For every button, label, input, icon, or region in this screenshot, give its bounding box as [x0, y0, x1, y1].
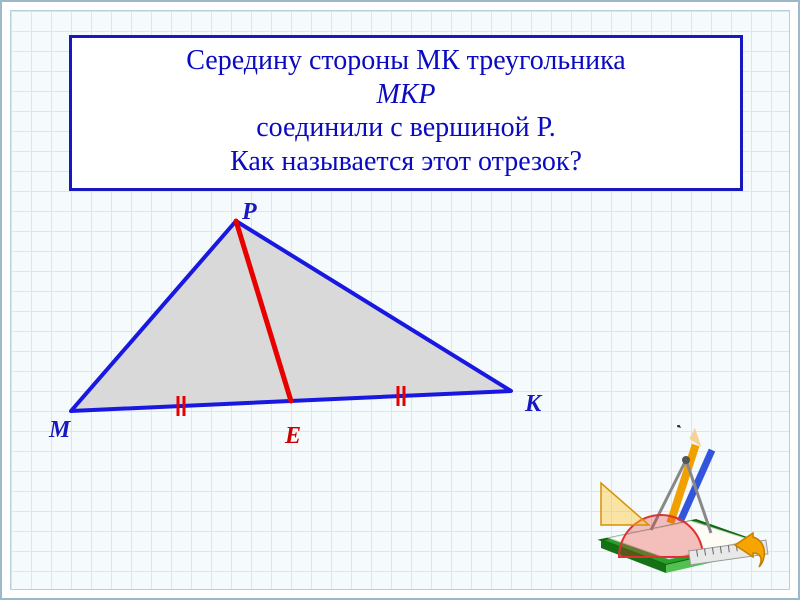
- vertex-label-E: Е: [285, 423, 301, 450]
- question-line-4: Как называется этот отрезок?: [82, 145, 730, 179]
- vertex-label-P: Р: [242, 199, 257, 226]
- vertex-label-M: М: [49, 417, 70, 444]
- return-arrow-icon: [735, 533, 764, 567]
- nav-return-button[interactable]: [723, 531, 767, 571]
- set-square-icon: [601, 483, 649, 525]
- question-box: Середину стороны МК треугольника МКР сое…: [69, 35, 743, 191]
- vertex-label-K: К: [525, 391, 541, 418]
- triangle-diagram: М Р К Е: [41, 201, 601, 461]
- grid-paper: Середину стороны МК треугольника МКР сое…: [10, 10, 790, 590]
- question-line-3: соединили с вершиной Р.: [82, 111, 730, 145]
- slide-frame: Середину стороны МК треугольника МКР сое…: [0, 0, 800, 600]
- question-line-1: Середину стороны МК треугольника: [82, 44, 730, 78]
- triangle-svg: [41, 201, 601, 461]
- question-line-2: МКР: [82, 78, 730, 112]
